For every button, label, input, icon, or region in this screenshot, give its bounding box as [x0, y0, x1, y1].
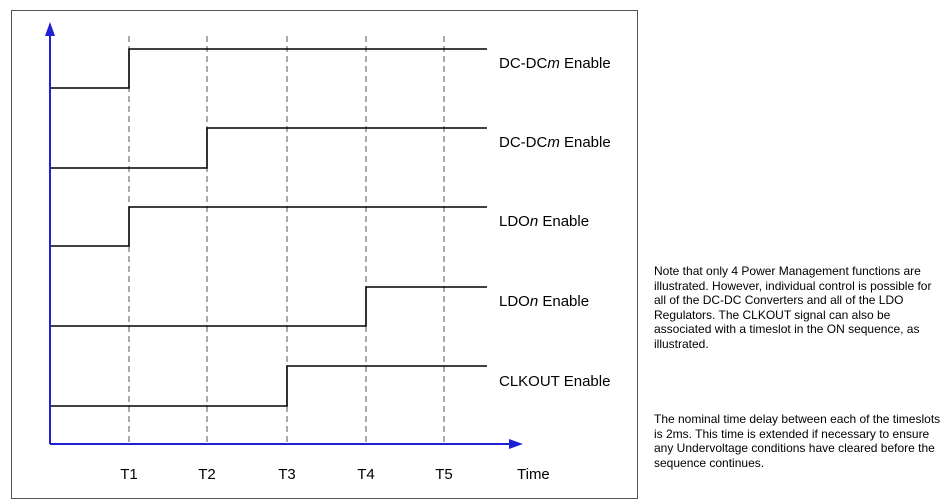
waveform-2 [50, 127, 487, 169]
signal-label-3: LDOn Enable [499, 213, 589, 230]
time-axis-label: Time [517, 466, 550, 483]
timeslot-labels: T1 T2 T3 T4 T5 [120, 466, 453, 483]
vertical-axis-arrow-icon [45, 22, 55, 36]
waveform-1 [50, 48, 487, 89]
tick-label-t1: T1 [120, 466, 138, 483]
signal-label-prefix: CLKOUT Enable [499, 373, 610, 390]
tick-label-t5: T5 [435, 466, 453, 483]
tick-label-t2: T2 [198, 466, 216, 483]
signal-label-suffix: Enable [538, 293, 589, 310]
waveform-3 [50, 206, 487, 247]
signal-label-suffix: Enable [538, 213, 589, 230]
waveforms [50, 48, 487, 407]
signal-label-variable: n [530, 293, 538, 310]
signal-label-prefix: DC-DC [499, 55, 547, 72]
signal-label-1: DC-DCm Enable [499, 55, 611, 72]
note-paragraph-2: The nominal time delay between each of t… [654, 412, 941, 470]
signal-label-4: LDOn Enable [499, 293, 589, 310]
signal-label-suffix: Enable [560, 134, 611, 151]
signal-label-variable: m [547, 55, 560, 72]
waveform-4 [50, 286, 487, 327]
waveform-5 [50, 365, 487, 407]
signal-label-suffix: Enable [560, 55, 611, 72]
signal-label-variable: m [547, 134, 560, 151]
tick-label-t3: T3 [278, 466, 296, 483]
tick-label-t4: T4 [357, 466, 375, 483]
diagram-border [11, 10, 638, 499]
note-paragraph-1: Note that only 4 Power Management functi… [654, 264, 932, 351]
signal-label-prefix: LDO [499, 213, 530, 230]
signal-label-prefix: LDO [499, 293, 530, 310]
axes [45, 22, 523, 449]
signal-label-5: CLKOUT Enable [499, 373, 610, 390]
signal-label-2: DC-DCm Enable [499, 134, 611, 151]
signal-label-prefix: DC-DC [499, 134, 547, 151]
signal-label-variable: n [530, 213, 538, 230]
horizontal-axis-arrow-icon [509, 439, 523, 449]
